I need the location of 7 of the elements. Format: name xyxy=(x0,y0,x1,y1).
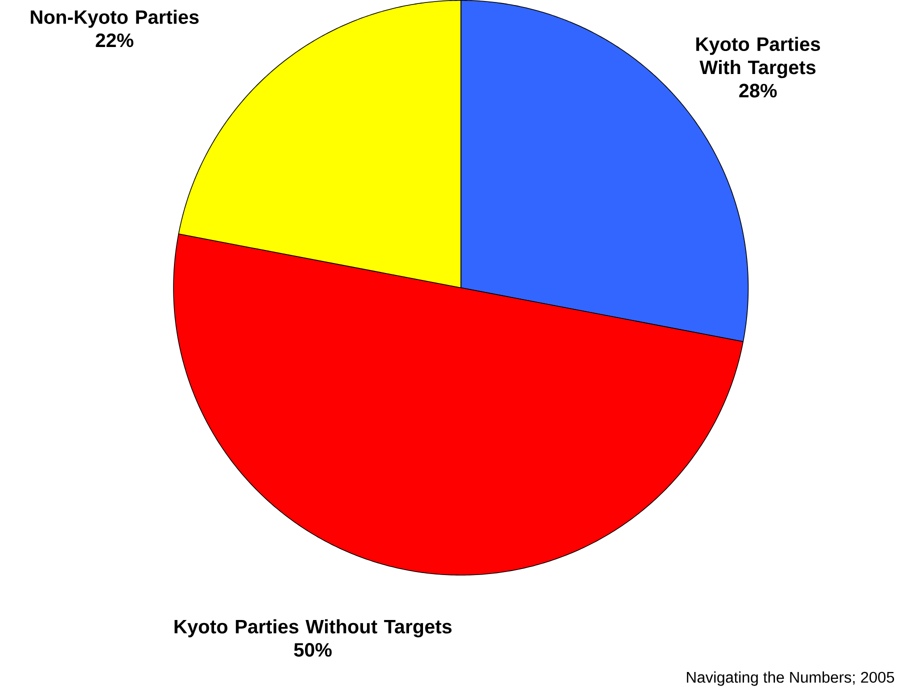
slice-label: Kyoto Parties With Targets xyxy=(696,36,820,78)
slice-label: Non-Kyoto Parties xyxy=(30,10,199,28)
data-label: 28% xyxy=(739,84,777,98)
data-label: 50% xyxy=(294,642,332,657)
data-label: 22% xyxy=(96,33,134,48)
slice-label: Kyoto Parties Without Targets xyxy=(174,619,452,638)
text: Navigating the Numbers; 2005 xyxy=(686,671,894,686)
